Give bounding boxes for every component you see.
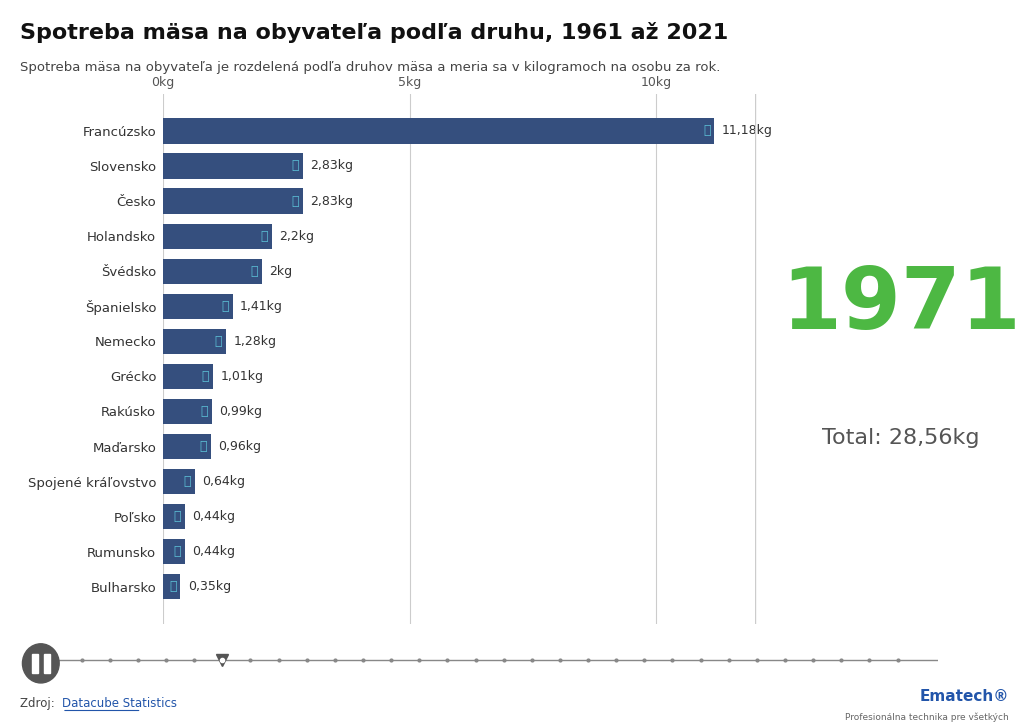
Text: 0,35kg: 0,35kg [187,580,230,593]
Text: 🐟: 🐟 [702,125,709,138]
Bar [32,654,38,673]
Text: 0,96kg: 0,96kg [218,440,261,453]
Text: 🐟: 🐟 [173,545,180,558]
Text: 🐟: 🐟 [169,580,176,593]
Bar [44,654,50,673]
Text: 🐟: 🐟 [202,370,209,383]
Bar [163,434,210,459]
Text: 2,83kg: 2,83kg [310,194,353,207]
Text: Ematech®: Ematech® [918,689,1008,705]
Text: 🐟: 🐟 [199,440,207,453]
Text: 🐟: 🐟 [260,230,267,243]
Text: 2,83kg: 2,83kg [310,160,353,173]
Text: 🐟: 🐟 [291,194,299,207]
Text: 1,41kg: 1,41kg [239,299,282,312]
Text: 1971: 1971 [781,265,1019,347]
Bar [163,504,184,529]
Text: 0,44kg: 0,44kg [193,545,235,558]
Text: 🐟: 🐟 [250,265,258,278]
Bar [163,399,212,424]
Bar [163,328,226,354]
Text: 1,28kg: 1,28kg [233,335,276,348]
Bar [163,294,232,319]
Text: 🐟: 🐟 [183,475,191,488]
Text: 0,64kg: 0,64kg [202,475,245,488]
Text: Spotreba mäsa na obyvateľa podľa druhu, 1961 až 2021: Spotreba mäsa na obyvateľa podľa druhu, … [20,22,728,43]
Text: Spotreba mäsa na obyvateľa je rozdelená podľa druhov mäsa a meria sa v kilogramo: Spotreba mäsa na obyvateľa je rozdelená … [20,61,720,74]
Text: 11,18kg: 11,18kg [721,125,771,138]
Bar [163,469,195,494]
Bar [163,364,213,389]
Bar [163,223,271,249]
Text: 🐟: 🐟 [173,510,180,523]
Text: 2,2kg: 2,2kg [279,230,314,243]
Text: 0,99kg: 0,99kg [219,405,262,418]
Text: 1,01kg: 1,01kg [220,370,263,383]
Text: 0,44kg: 0,44kg [193,510,235,523]
Text: Total: 28,56kg: Total: 28,56kg [821,428,978,448]
Bar [163,154,303,178]
Bar [163,188,303,214]
Text: 🐟: 🐟 [215,335,222,348]
Text: 2kg: 2kg [269,265,292,278]
Text: 🐟: 🐟 [291,160,299,173]
Bar [163,259,262,283]
Text: 🐟: 🐟 [201,405,208,418]
Bar [163,118,713,144]
Bar [163,539,184,564]
Text: Datacube Statistics: Datacube Statistics [62,697,177,710]
Text: Zdroj:: Zdroj: [20,697,59,710]
Text: Profesionálna technika pre všetkých: Profesionálna technika pre všetkých [844,712,1008,722]
Circle shape [22,644,59,683]
Bar [163,574,180,600]
Text: 🐟: 🐟 [221,299,228,312]
